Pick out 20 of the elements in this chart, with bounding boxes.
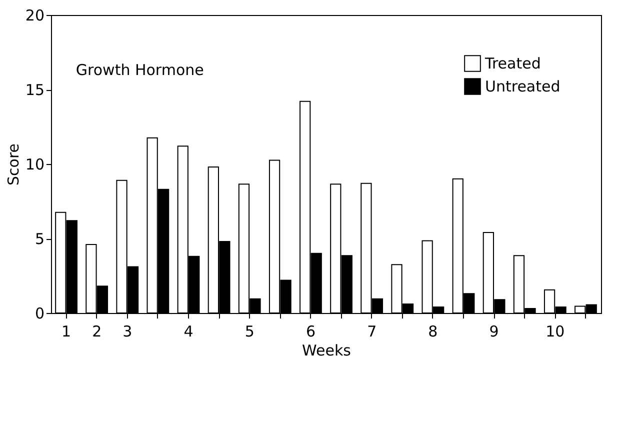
x-tick-label: 5 xyxy=(244,322,254,340)
legend-label: Untreated xyxy=(485,78,560,96)
x-tick-label: 6 xyxy=(306,322,316,340)
y-tick-label: 10 xyxy=(25,156,44,174)
x-tick-label: 3 xyxy=(122,322,132,340)
x-axis-title: Weeks xyxy=(302,342,352,360)
y-tick-label: 5 xyxy=(34,230,44,248)
y-tick-label: 20 xyxy=(25,6,44,24)
x-tick-label: 2 xyxy=(92,322,102,340)
y-tick-label: 0 xyxy=(34,304,44,322)
x-tick-label: 1 xyxy=(62,322,72,340)
x-tick-label: 9 xyxy=(489,322,499,340)
y-axis-title: Score xyxy=(4,143,22,186)
x-tick-label: 4 xyxy=(184,322,194,340)
x-tick-label: 7 xyxy=(367,322,377,340)
x-tick-label: 10 xyxy=(546,322,565,340)
legend-label: Treated xyxy=(484,54,541,72)
y-tick-label: 15 xyxy=(25,81,44,99)
text: Growth Hormone xyxy=(76,61,204,79)
x-tick-label: 8 xyxy=(428,322,438,340)
